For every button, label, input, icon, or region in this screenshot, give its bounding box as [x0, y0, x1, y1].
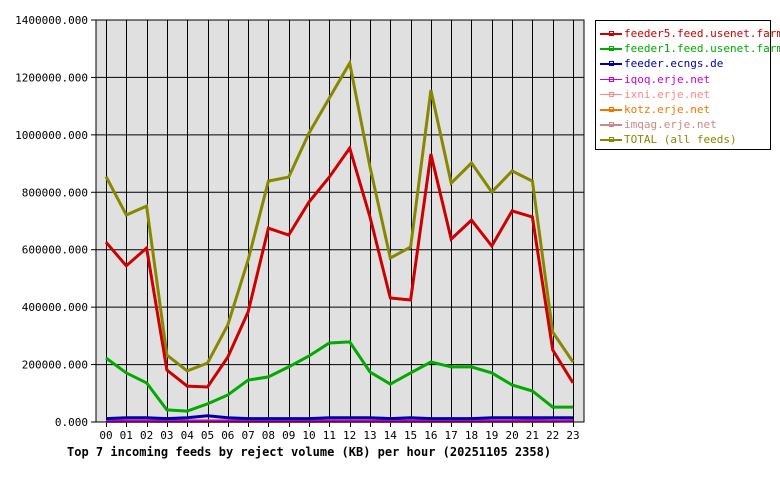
legend-item: ixni.erje.net: [596, 87, 770, 102]
plot-area: [96, 20, 584, 422]
x-tick-label: 02: [140, 429, 153, 442]
x-tick-label: 17: [445, 429, 458, 442]
y-tick-label: 800000.000: [22, 186, 88, 199]
series-line: [104, 144, 575, 389]
x-tick-label: 18: [465, 429, 478, 442]
x-tick-label: 23: [566, 429, 579, 442]
x-tick-label: 04: [181, 429, 195, 442]
x-tick-label: 12: [343, 429, 356, 442]
x-tick-label: 20: [505, 429, 518, 442]
x-tick-label: 06: [221, 429, 234, 442]
series-line: [104, 58, 575, 373]
x-tick-label: 00: [99, 429, 112, 442]
legend-item: feeder1.feed.usenet.farm: [596, 41, 780, 56]
legend-line-marker-icon: [600, 75, 622, 84]
y-tick-label: 600000.000: [22, 244, 88, 257]
x-tick-label: 07: [242, 429, 255, 442]
legend-label: ixni.erje.net: [624, 87, 711, 101]
legend-label: iqoq.erje.net: [624, 72, 711, 86]
x-tick-label: 01: [120, 429, 133, 442]
legend-label: feeder1.feed.usenet.farm: [624, 42, 780, 56]
data-series: [104, 58, 575, 423]
legend-item: imqag.erje.net: [596, 117, 770, 132]
legend-label: imqag.erje.net: [624, 118, 717, 132]
y-axis-ticks: 0.000 200000.000 400000.000 600000.000 80000…: [15, 14, 96, 429]
y-tick-label: 1400000.000: [15, 14, 88, 27]
legend: feeder5.feed.usenet.farm feeder1.feed.us…: [595, 20, 780, 150]
series-line: [105, 340, 573, 413]
legend-label: feeder.ecngs.de: [624, 57, 724, 71]
legend-line-marker-icon: [600, 105, 622, 114]
plot-frame: [95, 19, 585, 423]
legend-item: feeder5.feed.usenet.farm: [596, 26, 780, 41]
x-tick-label: 14: [384, 429, 398, 442]
x-tick-label: 22: [546, 429, 559, 442]
legend-item: iqoq.erje.net: [596, 72, 770, 87]
legend-line-marker-icon: [600, 120, 622, 129]
x-axis-ticks: 00 01 02 03 04 05 06 07 08 09 10 11 12 13 14 15 16 17 18 19…: [99, 429, 579, 442]
y-tick-label: 0.000: [55, 416, 88, 429]
x-tick-label: 03: [160, 429, 173, 442]
legend-line-marker-icon: [600, 29, 622, 38]
x-tick-label: 10: [302, 429, 315, 442]
y-tick-label: 1200000.000: [15, 71, 88, 84]
series-line: [105, 414, 573, 421]
x-tick-label: 05: [201, 429, 214, 442]
legend-line-marker-icon: [600, 59, 622, 68]
x-tick-label: 15: [404, 429, 417, 442]
x-tick-label: 16: [424, 429, 437, 442]
x-tick-label: 08: [262, 429, 275, 442]
chart-title: Top 7 incoming feeds by reject volume (K…: [67, 445, 551, 459]
x-tick-label: 09: [282, 429, 295, 442]
series-line: [106, 418, 573, 423]
x-tick-label: 13: [363, 429, 376, 442]
legend-label: TOTAL (all feeds): [624, 133, 737, 147]
legend-label: kotz.erje.net: [624, 103, 711, 117]
y-tick-label: 400000.000: [22, 301, 88, 314]
x-tick-label: 11: [323, 429, 336, 442]
x-tick-label: 19: [485, 429, 498, 442]
y-tick-label: 200000.000: [22, 359, 88, 372]
legend-label: feeder5.feed.usenet.farm: [624, 27, 780, 41]
legend-item: TOTAL (all feeds): [596, 132, 770, 147]
legend-line-marker-icon: [600, 44, 622, 53]
legend-item: kotz.erje.net: [596, 102, 770, 117]
legend-line-marker-icon: [600, 90, 622, 99]
legend-item: feeder.ecngs.de: [596, 56, 770, 71]
y-tick-label: 1000000.000: [15, 129, 88, 142]
legend-line-marker-icon: [600, 135, 622, 144]
x-tick-label: 21: [526, 429, 539, 442]
